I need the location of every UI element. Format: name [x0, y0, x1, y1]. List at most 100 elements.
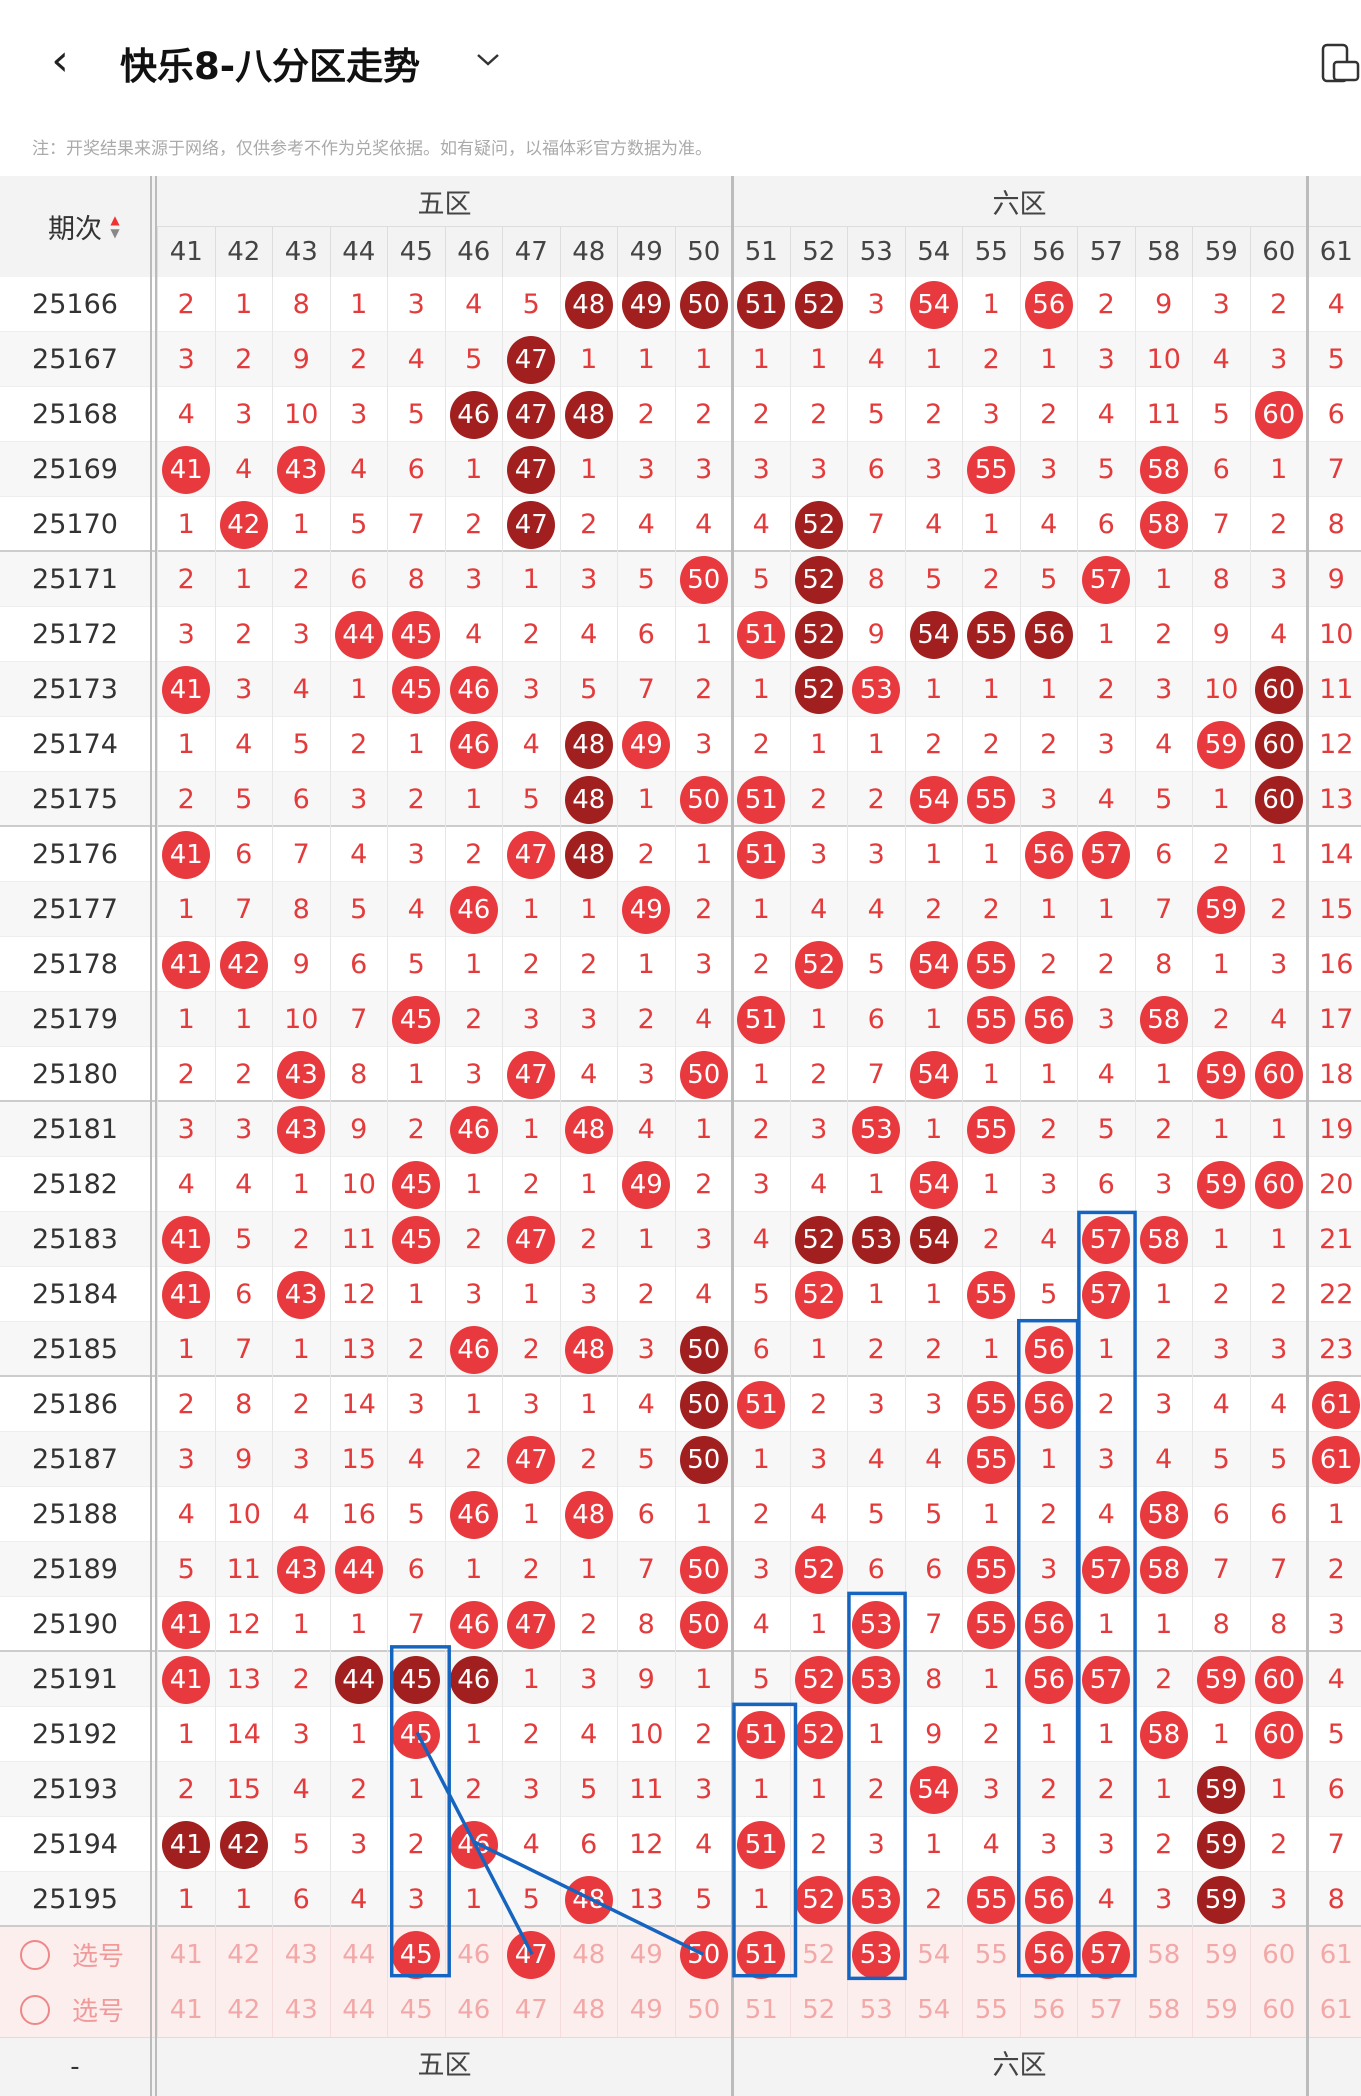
select-number[interactable]: 49: [629, 1939, 663, 1970]
select-cell[interactable]: 46: [444, 1927, 503, 1982]
select-cell[interactable]: 45: [387, 1927, 445, 1982]
select-cell[interactable]: 43: [272, 1982, 330, 2037]
select-cell[interactable]: 58: [1134, 1982, 1193, 2037]
select-cell[interactable]: 50: [674, 1982, 733, 2037]
cell: 7: [1249, 1542, 1308, 1597]
select-number[interactable]: 51: [744, 1994, 778, 2025]
select-cell[interactable]: 48: [559, 1927, 618, 1982]
select-number[interactable]: 56: [1032, 1994, 1066, 2025]
select-number[interactable]: 50: [687, 1994, 721, 2025]
select-cell[interactable]: 52: [789, 1927, 848, 1982]
select-cell[interactable]: 47: [502, 1927, 560, 1982]
select-cell[interactable]: 60: [1249, 1927, 1308, 1982]
cell: 50: [674, 1432, 733, 1487]
select-number[interactable]: 54: [917, 1994, 951, 2025]
select-cell[interactable]: 61: [1307, 1927, 1361, 1982]
select-cell[interactable]: 44: [329, 1982, 388, 2037]
select-cell[interactable]: 54: [904, 1927, 963, 1982]
miss-count: 1: [1270, 1224, 1288, 1255]
select-number[interactable]: 41: [169, 1994, 203, 2025]
select-number[interactable]: 60: [1262, 1994, 1296, 2025]
select-number[interactable]: 53: [859, 1994, 893, 2025]
ball: 51: [737, 1820, 786, 1869]
select-cell[interactable]: 55: [962, 1927, 1020, 1982]
select-number[interactable]: 44: [342, 1994, 376, 2025]
select-radio[interactable]: [20, 1995, 50, 2025]
select-number[interactable]: 46: [457, 1994, 491, 2025]
device-icon[interactable]: [1320, 42, 1361, 84]
select-cell[interactable]: 49: [617, 1982, 675, 2037]
select-number[interactable]: 52: [802, 1994, 836, 2025]
select-number[interactable]: 58: [1147, 1939, 1181, 1970]
select-cell[interactable]: 56: [1019, 1927, 1078, 1982]
select-cell[interactable]: 59: [1192, 1927, 1250, 1982]
select-cell[interactable]: 58: [1134, 1927, 1193, 1982]
select-number[interactable]: 41: [169, 1939, 203, 1970]
select-number[interactable]: 59: [1204, 1994, 1238, 2025]
selected-ball[interactable]: 50: [679, 1930, 728, 1979]
cell: 5: [1307, 332, 1361, 387]
select-cell[interactable]: 57: [1077, 1982, 1135, 2037]
select-cell[interactable]: 56: [1019, 1982, 1078, 2037]
select-number[interactable]: 58: [1147, 1994, 1181, 2025]
select-number[interactable]: 43: [284, 1939, 318, 1970]
select-cell[interactable]: 53: [847, 1982, 905, 2037]
back-button[interactable]: ‹: [51, 34, 69, 86]
select-number[interactable]: 61: [1319, 1994, 1353, 2025]
select-cell[interactable]: 44: [329, 1927, 388, 1982]
select-cell[interactable]: 59: [1192, 1982, 1250, 2037]
selected-ball[interactable]: 53: [852, 1930, 901, 1979]
select-cell[interactable]: 42: [214, 1927, 273, 1982]
selected-ball[interactable]: 57: [1082, 1930, 1131, 1979]
select-number[interactable]: 42: [227, 1994, 261, 2025]
select-number[interactable]: 46: [457, 1939, 491, 1970]
select-cell[interactable]: 55: [962, 1982, 1020, 2037]
select-cell[interactable]: 46: [444, 1982, 503, 2037]
selected-ball[interactable]: 51: [737, 1930, 786, 1979]
select-number[interactable]: 55: [974, 1994, 1008, 2025]
select-cell[interactable]: 42: [214, 1982, 273, 2037]
select-number[interactable]: 52: [802, 1939, 836, 1970]
select-number[interactable]: 61: [1319, 1939, 1353, 1970]
select-number[interactable]: 59: [1204, 1939, 1238, 1970]
select-cell[interactable]: 51: [732, 1982, 790, 2037]
select-number[interactable]: 42: [227, 1939, 261, 1970]
select-cell[interactable]: 41: [157, 1927, 215, 1982]
select-cell[interactable]: 60: [1249, 1982, 1308, 2037]
cell: 4: [559, 1707, 618, 1762]
selected-ball[interactable]: 56: [1024, 1930, 1073, 1979]
select-radio[interactable]: [20, 1940, 50, 1970]
ball: 58: [1139, 1545, 1188, 1594]
select-cell[interactable]: 49: [617, 1927, 675, 1982]
select-number[interactable]: 47: [514, 1994, 548, 2025]
select-cell[interactable]: 48: [559, 1982, 618, 2037]
select-cell[interactable]: 47: [502, 1982, 560, 2037]
select-cell[interactable]: 51: [732, 1927, 790, 1982]
select-cell[interactable]: 52: [789, 1982, 848, 2037]
miss-count: 1: [1270, 1774, 1288, 1805]
select-cell[interactable]: 61: [1307, 1982, 1361, 2037]
select-cell[interactable]: 50: [674, 1927, 733, 1982]
sort-icon[interactable]: ▲ ▼: [110, 213, 120, 240]
select-cell[interactable]: 57: [1077, 1927, 1135, 1982]
select-number[interactable]: 54: [917, 1939, 951, 1970]
select-cell[interactable]: 53: [847, 1927, 905, 1982]
select-number[interactable]: 60: [1262, 1939, 1296, 1970]
select-number[interactable]: 48: [572, 1994, 606, 2025]
select-number[interactable]: 57: [1089, 1994, 1123, 2025]
select-cell[interactable]: 54: [904, 1982, 963, 2037]
select-number[interactable]: 44: [342, 1939, 376, 1970]
select-cell[interactable]: 45: [387, 1982, 445, 2037]
select-number[interactable]: 49: [629, 1994, 663, 2025]
select-number[interactable]: 43: [284, 1994, 318, 2025]
selected-ball[interactable]: 47: [507, 1930, 556, 1979]
miss-count: 3: [350, 399, 368, 430]
select-cell[interactable]: 41: [157, 1982, 215, 2037]
miss-count: 2: [1097, 289, 1115, 320]
dropdown-icon[interactable]: [475, 52, 501, 68]
selected-ball[interactable]: 45: [392, 1930, 441, 1979]
select-number[interactable]: 45: [399, 1994, 433, 2025]
select-number[interactable]: 55: [974, 1939, 1008, 1970]
select-cell[interactable]: 43: [272, 1927, 330, 1982]
select-number[interactable]: 48: [572, 1939, 606, 1970]
